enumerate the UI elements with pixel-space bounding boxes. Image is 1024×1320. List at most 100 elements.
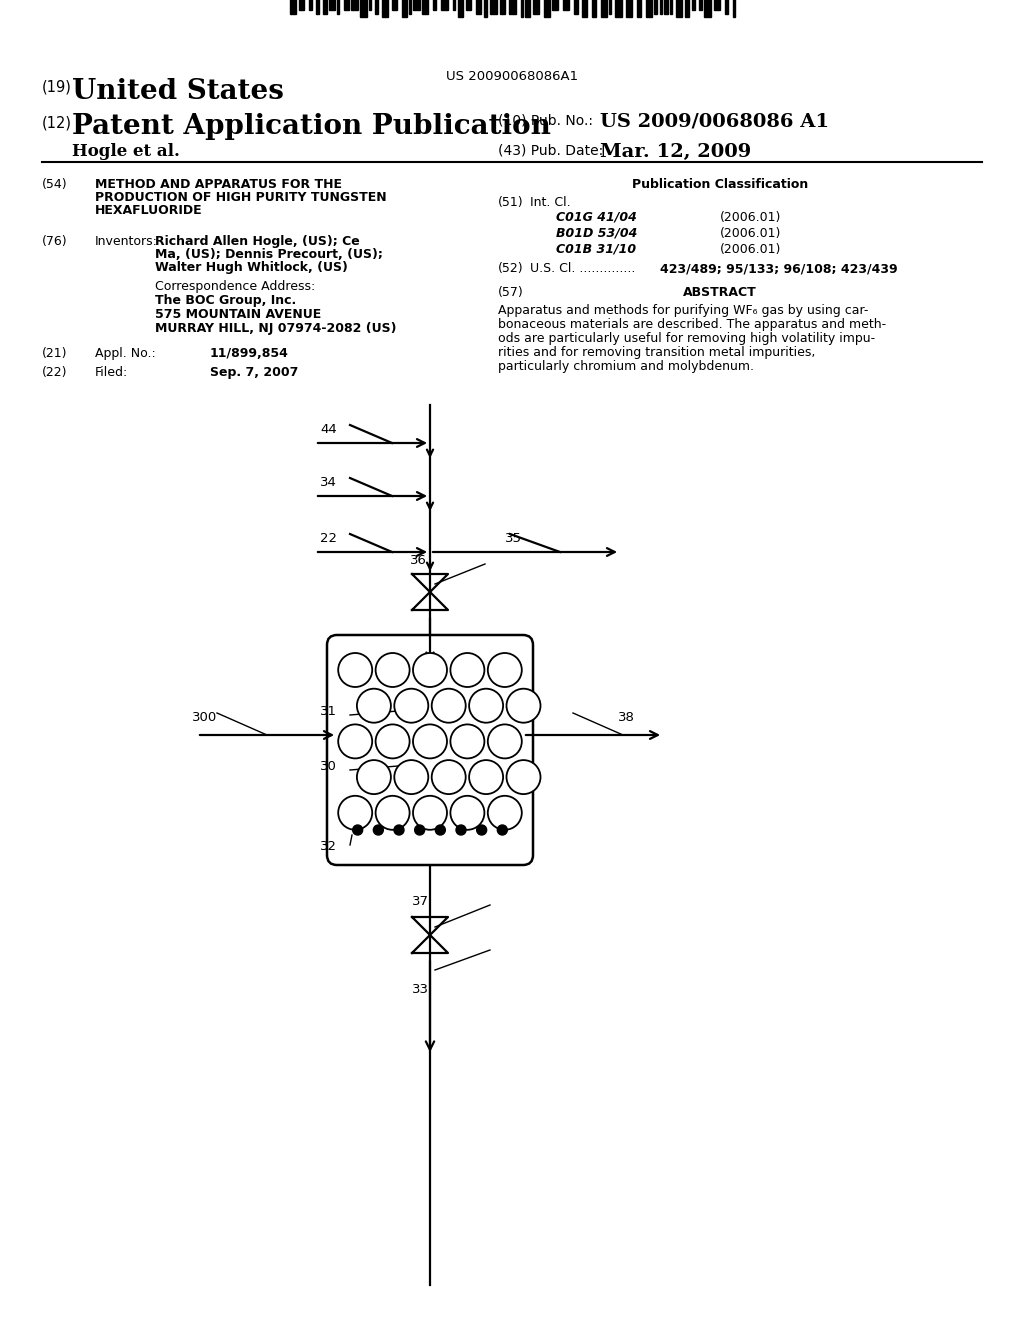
Circle shape (435, 825, 445, 836)
Bar (670, 0, 672, 13)
Text: Ma, (US); Dennis Precourt, (US);: Ma, (US); Dennis Precourt, (US); (155, 248, 383, 261)
Circle shape (432, 760, 466, 795)
Text: Apparatus and methods for purifying WF₆ gas by using car-: Apparatus and methods for purifying WF₆ … (498, 304, 868, 317)
Bar (660, 0, 662, 13)
Text: 33: 33 (412, 983, 429, 997)
Text: The BOC Group, Inc.: The BOC Group, Inc. (155, 294, 296, 308)
Text: 35: 35 (505, 532, 522, 545)
Circle shape (507, 760, 541, 795)
Text: (54): (54) (42, 178, 68, 191)
Bar (290, 0, 296, 13)
Text: METHOD AND APPARATUS FOR THE: METHOD AND APPARATUS FOR THE (95, 178, 342, 191)
Text: ABSTRACT: ABSTRACT (683, 286, 757, 300)
Bar (733, 0, 735, 17)
Bar (375, 0, 378, 13)
Text: Mar. 12, 2009: Mar. 12, 2009 (600, 143, 752, 161)
Text: (12): (12) (42, 115, 72, 129)
Bar (582, 0, 587, 17)
Circle shape (469, 689, 503, 723)
Bar (705, 0, 711, 17)
Bar (433, 0, 436, 11)
Circle shape (498, 825, 507, 836)
Text: (2006.01): (2006.01) (720, 227, 781, 240)
Text: (43) Pub. Date:: (43) Pub. Date: (498, 143, 603, 157)
Text: 300: 300 (193, 711, 217, 723)
Text: Patent Application Publication: Patent Application Publication (72, 114, 551, 140)
Circle shape (376, 796, 410, 830)
Bar (534, 0, 539, 13)
Text: 575 MOUNTAIN AVENUE: 575 MOUNTAIN AVENUE (155, 308, 322, 321)
Bar (615, 0, 622, 17)
Text: 423/489; 95/133; 96/108; 423/439: 423/489; 95/133; 96/108; 423/439 (660, 261, 898, 275)
Bar (309, 0, 312, 11)
Text: 36: 36 (410, 554, 427, 568)
Bar (392, 0, 397, 11)
Text: (10) Pub. No.:: (10) Pub. No.: (498, 114, 593, 127)
Bar (525, 0, 530, 17)
Bar (500, 0, 505, 13)
Bar (351, 0, 358, 11)
Bar (476, 0, 481, 13)
Circle shape (374, 825, 383, 836)
Text: (52): (52) (498, 261, 523, 275)
Text: HEXAFLUORIDE: HEXAFLUORIDE (95, 205, 203, 216)
Text: Inventors:: Inventors: (95, 235, 158, 248)
Circle shape (415, 825, 425, 836)
Text: 30: 30 (319, 760, 337, 774)
Bar (316, 0, 319, 13)
Bar (626, 0, 632, 17)
Bar (521, 0, 523, 17)
Text: Sep. 7, 2007: Sep. 7, 2007 (210, 366, 298, 379)
Circle shape (487, 653, 522, 686)
Circle shape (507, 689, 541, 723)
Text: U.S. Cl. ..............: U.S. Cl. .............. (530, 261, 635, 275)
Text: PRODUCTION OF HIGH PURITY TUNGSTEN: PRODUCTION OF HIGH PURITY TUNGSTEN (95, 191, 387, 205)
Bar (592, 0, 596, 17)
Bar (409, 0, 411, 13)
FancyBboxPatch shape (327, 635, 534, 865)
Bar (441, 0, 449, 11)
Bar (490, 0, 497, 13)
Bar (699, 0, 702, 11)
Circle shape (394, 689, 428, 723)
Bar (637, 0, 641, 17)
Bar (453, 0, 455, 11)
Text: 31: 31 (319, 705, 337, 718)
Text: 44: 44 (319, 422, 337, 436)
Text: C01B 31/10: C01B 31/10 (556, 243, 636, 256)
Text: 37: 37 (412, 895, 429, 908)
Circle shape (352, 825, 362, 836)
Circle shape (376, 725, 410, 759)
Text: 38: 38 (618, 711, 635, 723)
Text: (21): (21) (42, 347, 68, 360)
Bar (466, 0, 471, 11)
Bar (676, 0, 682, 17)
Text: Filed:: Filed: (95, 366, 128, 379)
Text: (51): (51) (498, 195, 523, 209)
Text: (22): (22) (42, 366, 68, 379)
Bar (337, 0, 339, 13)
Circle shape (357, 760, 391, 795)
Circle shape (394, 825, 404, 836)
Text: rities and for removing transition metal impurities,: rities and for removing transition metal… (498, 346, 815, 359)
Text: (2006.01): (2006.01) (720, 211, 781, 224)
Text: ods are particularly useful for removing high volatility impu-: ods are particularly useful for removing… (498, 333, 876, 345)
Circle shape (376, 653, 410, 686)
Bar (329, 0, 335, 11)
Circle shape (451, 725, 484, 759)
Bar (714, 0, 720, 11)
Bar (552, 0, 558, 11)
Bar (299, 0, 304, 11)
Bar (422, 0, 428, 13)
Text: Correspondence Address:: Correspondence Address: (155, 280, 315, 293)
Text: US 20090068086A1: US 20090068086A1 (446, 70, 579, 83)
Text: United States: United States (72, 78, 284, 106)
Text: particularly chromium and molybdenum.: particularly chromium and molybdenum. (498, 360, 754, 374)
Text: 32: 32 (319, 840, 337, 853)
Text: MURRAY HILL, NJ 07974-2082 (US): MURRAY HILL, NJ 07974-2082 (US) (155, 322, 396, 335)
Bar (369, 0, 371, 11)
Bar (402, 0, 407, 17)
Bar (563, 0, 569, 11)
Text: Walter Hugh Whitlock, (US): Walter Hugh Whitlock, (US) (155, 261, 348, 275)
Bar (654, 0, 657, 13)
